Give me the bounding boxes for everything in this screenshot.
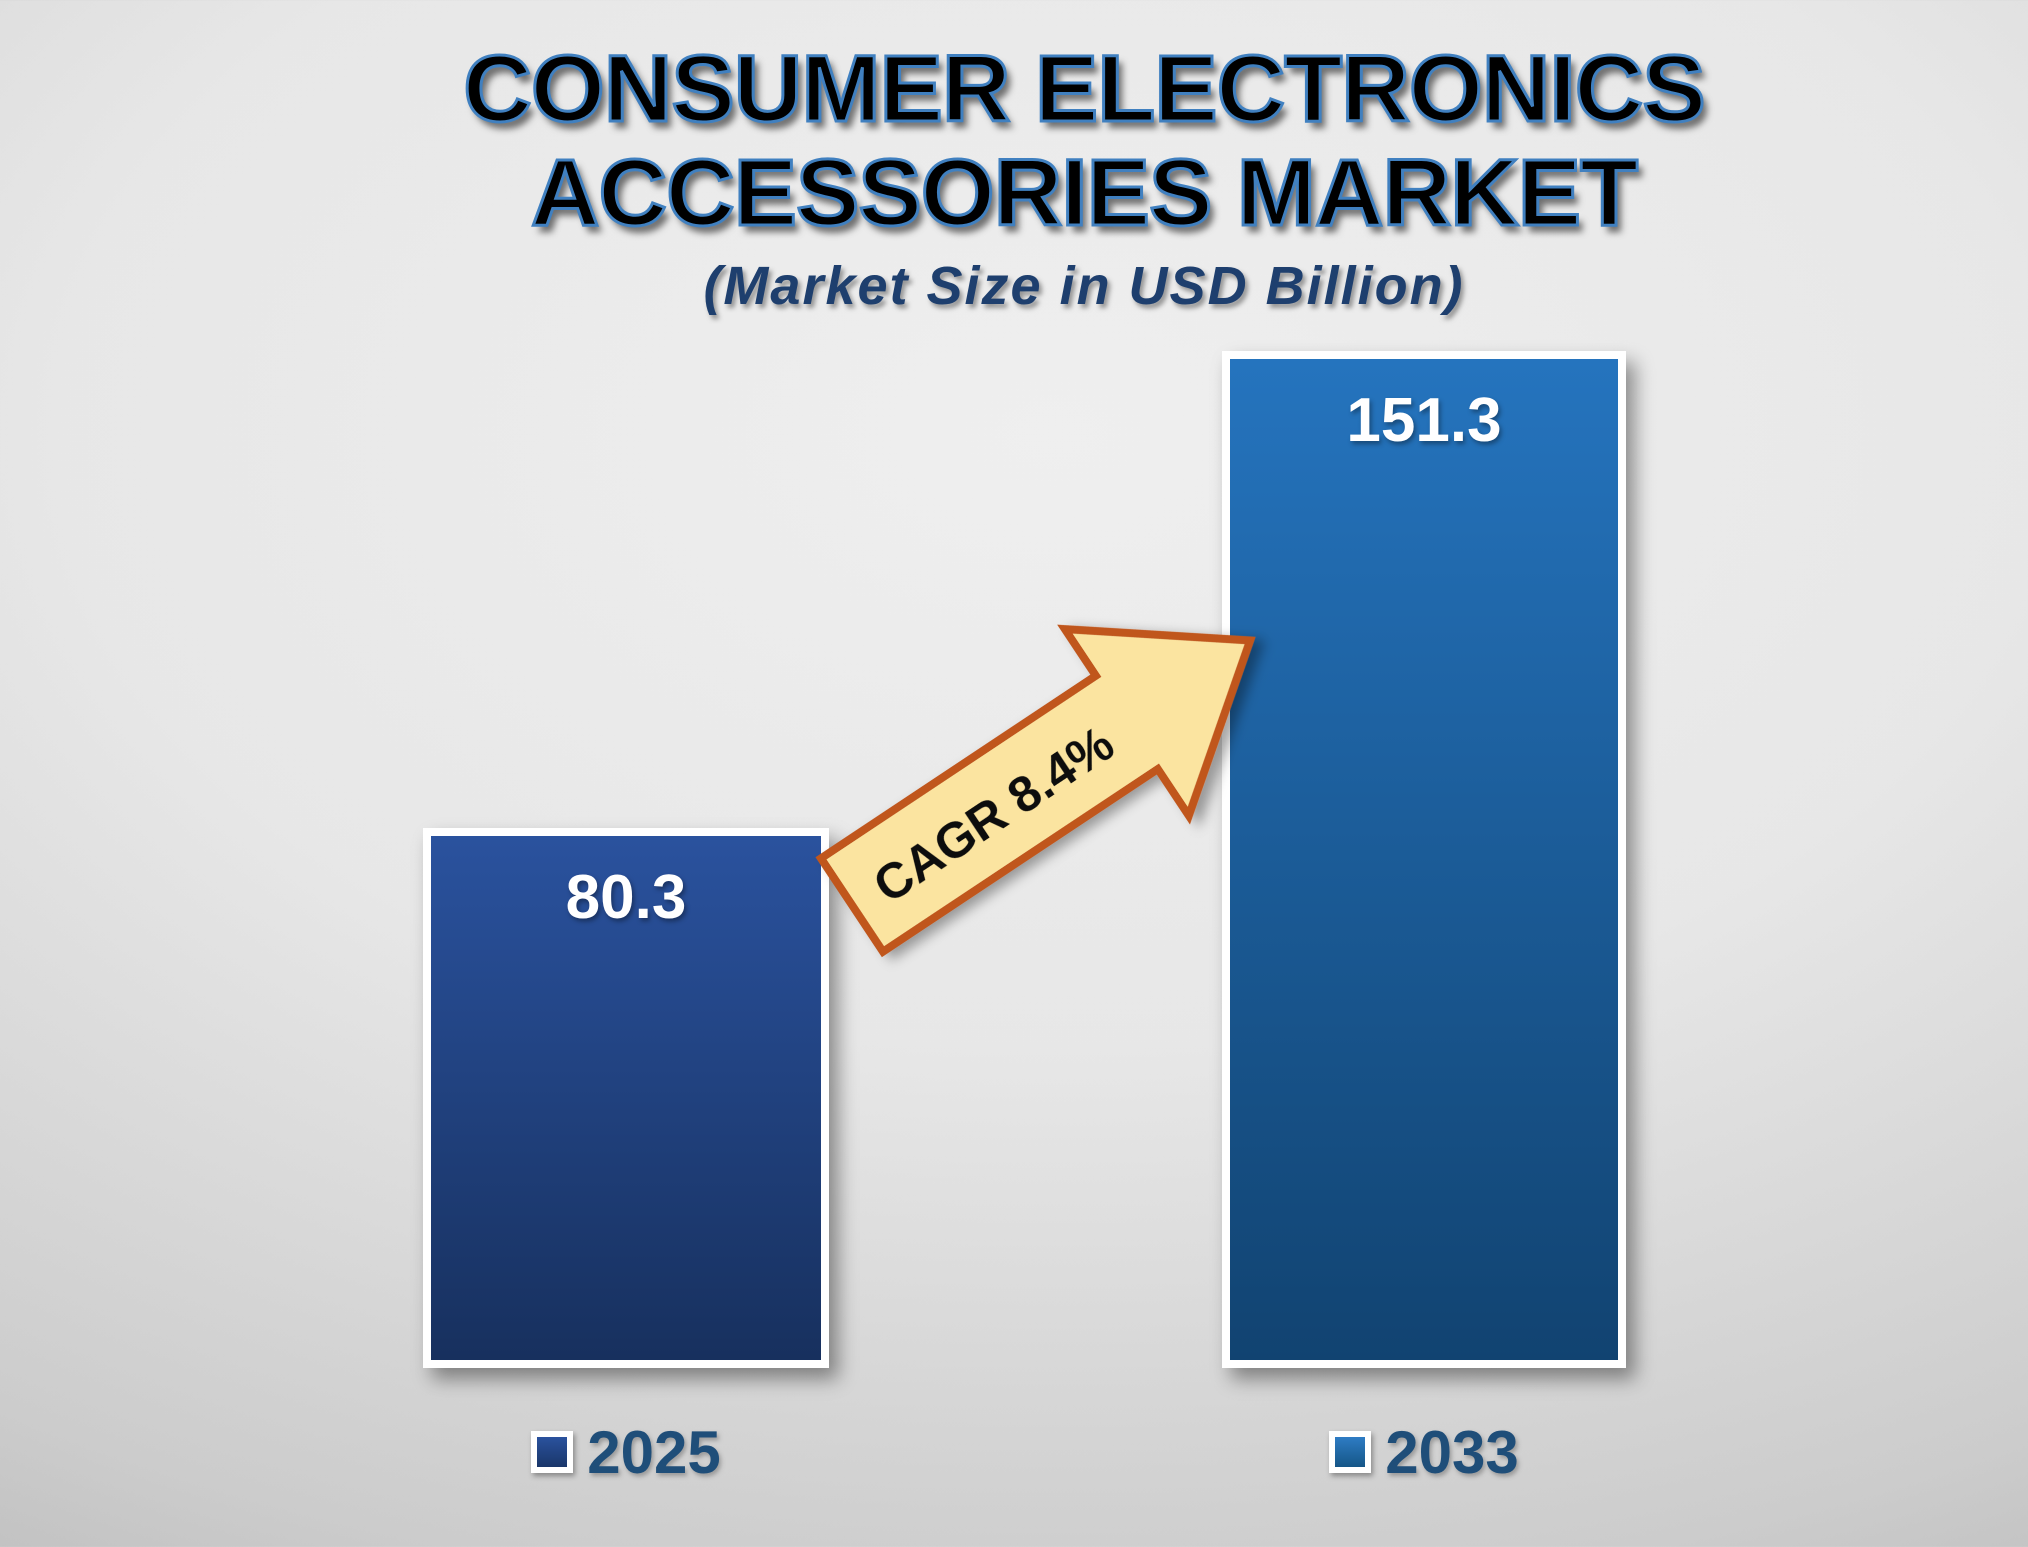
bar-2025: 80.3	[423, 828, 829, 1368]
chart-title-block: CONSUMER ELECTRONICS ACCESSORIES MARKET …	[70, 36, 2028, 317]
legend-swatch-2033	[1329, 1431, 1372, 1473]
chart-title-line-1: CONSUMER ELECTRONICS	[462, 36, 1707, 142]
chart-title-line-2: ACCESSORIES MARKET	[529, 139, 1639, 246]
legend-label-2033: 2033	[1385, 1418, 1519, 1486]
chart-subtitle: (Market Size in USD Billion)	[703, 256, 1465, 317]
cagr-growth-arrow: CAGR 8.4%	[815, 624, 1256, 958]
bar-2025-value-label: 80.3	[565, 863, 687, 932]
bar-2033-value-label: 151.3	[1346, 386, 1502, 455]
legend-item-2025: 2025	[423, 1419, 829, 1486]
legend-swatch-2025	[531, 1431, 574, 1473]
cagr-arrow-shape	[815, 624, 1256, 958]
legend-item-2033: 2033	[1222, 1419, 1626, 1486]
bar-2033: 151.3	[1222, 351, 1626, 1368]
legend-label-2025: 2025	[587, 1418, 721, 1486]
